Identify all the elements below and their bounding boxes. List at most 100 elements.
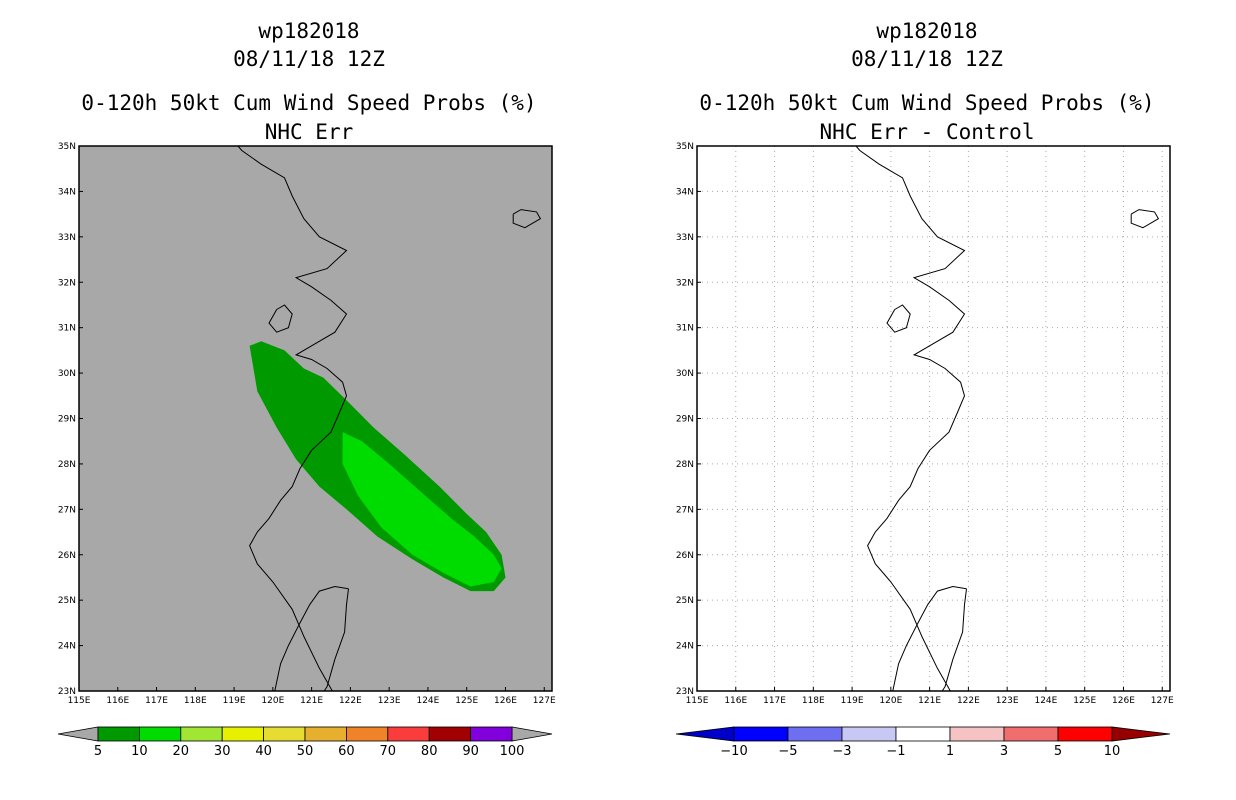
x-tick-label: 123E	[378, 696, 401, 706]
panel-nhc-err-control: wp182018 08/11/18 12Z 0-120h 50kt Cum Wi…	[618, 0, 1236, 800]
map-layer	[237, 146, 542, 691]
x-tick-label: 119E	[223, 696, 246, 706]
colorbar-label: −1	[886, 744, 905, 759]
colorbar-swatch	[263, 726, 306, 742]
colorbar-label: 80	[421, 744, 438, 759]
storm-id: wp182018	[876, 19, 978, 43]
y-tick-label: 27N	[58, 505, 76, 515]
colorbar-swatch	[180, 726, 223, 742]
coastline	[237, 146, 348, 691]
colorbar-swatch	[787, 726, 843, 742]
colorbar-label: 70	[380, 744, 397, 759]
colorbar-over-triangle	[511, 726, 553, 742]
y-tick-label: 24N	[676, 642, 694, 652]
colorbar-label: 5	[1054, 744, 1062, 759]
colorbar-label: 20	[173, 744, 190, 759]
y-tick-label: 25N	[58, 596, 76, 606]
colorbar-label: 1	[946, 744, 954, 759]
colorbar-swatch	[221, 726, 264, 742]
colorbar-swatch	[733, 726, 789, 742]
x-tick-label: 120E	[261, 696, 284, 706]
x-tick-label: 119E	[841, 696, 864, 706]
panel-nhc-err: wp182018 08/11/18 12Z 0-120h 50kt Cum Wi…	[57, 19, 556, 759]
coastline	[855, 146, 966, 691]
colorbar-swatch	[470, 726, 513, 742]
colorbar-label: −3	[832, 744, 851, 759]
lake-outline	[268, 304, 293, 333]
colorbar-label: 3	[1000, 744, 1008, 759]
x-tick-label: 121E	[300, 696, 323, 706]
colorbar-swatch	[949, 726, 1005, 742]
x-tick-label: 124E	[1034, 696, 1057, 706]
coastline-taiwan-east	[323, 588, 349, 691]
colorbar-label: 10	[131, 744, 148, 759]
colorbar-label: 60	[338, 744, 355, 759]
colorbar-swatch	[345, 726, 389, 742]
island-outline	[512, 209, 542, 229]
y-tick-label: 26N	[676, 551, 694, 561]
x-tick-label: 121E	[918, 696, 941, 706]
colorbar-label: 30	[214, 744, 231, 759]
y-tick-label: 32N	[676, 278, 694, 288]
colorbar-swatch	[138, 726, 182, 742]
prob-region-10-20	[342, 432, 502, 587]
colorbar-label: 50	[297, 744, 314, 759]
colorbar-swatch	[428, 726, 472, 742]
y-tick-label: 33N	[58, 233, 76, 243]
colorbar-swatch	[97, 726, 140, 742]
y-tick-label: 31N	[676, 324, 694, 334]
y-tick-label: 35N	[676, 142, 694, 152]
y-tick-label: 29N	[58, 415, 76, 425]
coastline-taiwan-east	[941, 588, 967, 691]
x-tick-label: 116E	[106, 696, 129, 706]
y-tick-label: 34N	[58, 187, 76, 197]
x-tick-label: 117E	[145, 696, 168, 706]
colorbar-label: 40	[255, 744, 272, 759]
y-tick-label: 31N	[58, 324, 76, 334]
chart-title: 0-120h 50kt Cum Wind Speed Probs (%)	[81, 91, 537, 115]
x-tick-label: 115E	[68, 696, 91, 706]
colorbar-label: 100	[500, 744, 525, 759]
colorbar-swatch	[387, 726, 430, 742]
colorbar-label: 5	[94, 744, 102, 759]
y-tick-label: 27N	[676, 505, 694, 515]
y-tick-label: 24N	[58, 642, 76, 652]
y-tick-label: 23N	[58, 687, 76, 697]
coastline-taiwan	[274, 585, 349, 691]
map-background	[697, 146, 1170, 691]
colorbar-over-triangle	[1111, 726, 1171, 742]
x-tick-label: 122E	[957, 696, 980, 706]
colorbar-under-triangle	[57, 726, 99, 742]
chart-subtitle: NHC Err	[264, 120, 354, 144]
x-tick-label: 120E	[879, 696, 902, 706]
x-tick-label: 118E	[802, 696, 825, 706]
map-layer	[697, 146, 1170, 691]
map-chart: 115E 116E 117E 118E 119E 120E 121E 122E 123E 124E…	[57, 142, 556, 759]
date-time: 08/11/18 12Z	[233, 47, 385, 71]
y-tick-label: 35N	[58, 142, 76, 152]
y-tick-label: 33N	[676, 233, 694, 243]
colorbar-label: 90	[462, 744, 479, 759]
x-tick-label: 115E	[686, 696, 709, 706]
x-tick-label: 124E	[416, 696, 439, 706]
colorbar-label: 10	[1104, 744, 1121, 759]
chart-title: 0-120h 50kt Cum Wind Speed Probs (%)	[699, 91, 1155, 115]
y-tick-label: 34N	[676, 187, 694, 197]
colorbar-swatch	[1057, 726, 1113, 742]
x-tick-label: 117E	[763, 696, 786, 706]
x-tick-label: 123E	[996, 696, 1019, 706]
lake-outline	[886, 304, 911, 333]
colorbar-label: −10	[720, 744, 747, 759]
x-tick-label: 125E	[455, 696, 478, 706]
x-tick-label: 125E	[1073, 696, 1096, 706]
y-tick-label: 30N	[676, 369, 694, 379]
y-tick-label: 25N	[676, 596, 694, 606]
island-outline	[1130, 209, 1160, 229]
x-tick-label: 122E	[339, 696, 362, 706]
colorbar-label: −5	[778, 744, 797, 759]
y-tick-label: 29N	[676, 415, 694, 425]
colorbar-under-triangle	[675, 726, 735, 742]
date-time: 08/11/18 12Z	[851, 47, 1003, 71]
storm-id: wp182018	[258, 19, 360, 43]
map-chart: 115E 116E 117E 118E 119E 120E 121E 122E 123E 124E…	[675, 142, 1174, 759]
